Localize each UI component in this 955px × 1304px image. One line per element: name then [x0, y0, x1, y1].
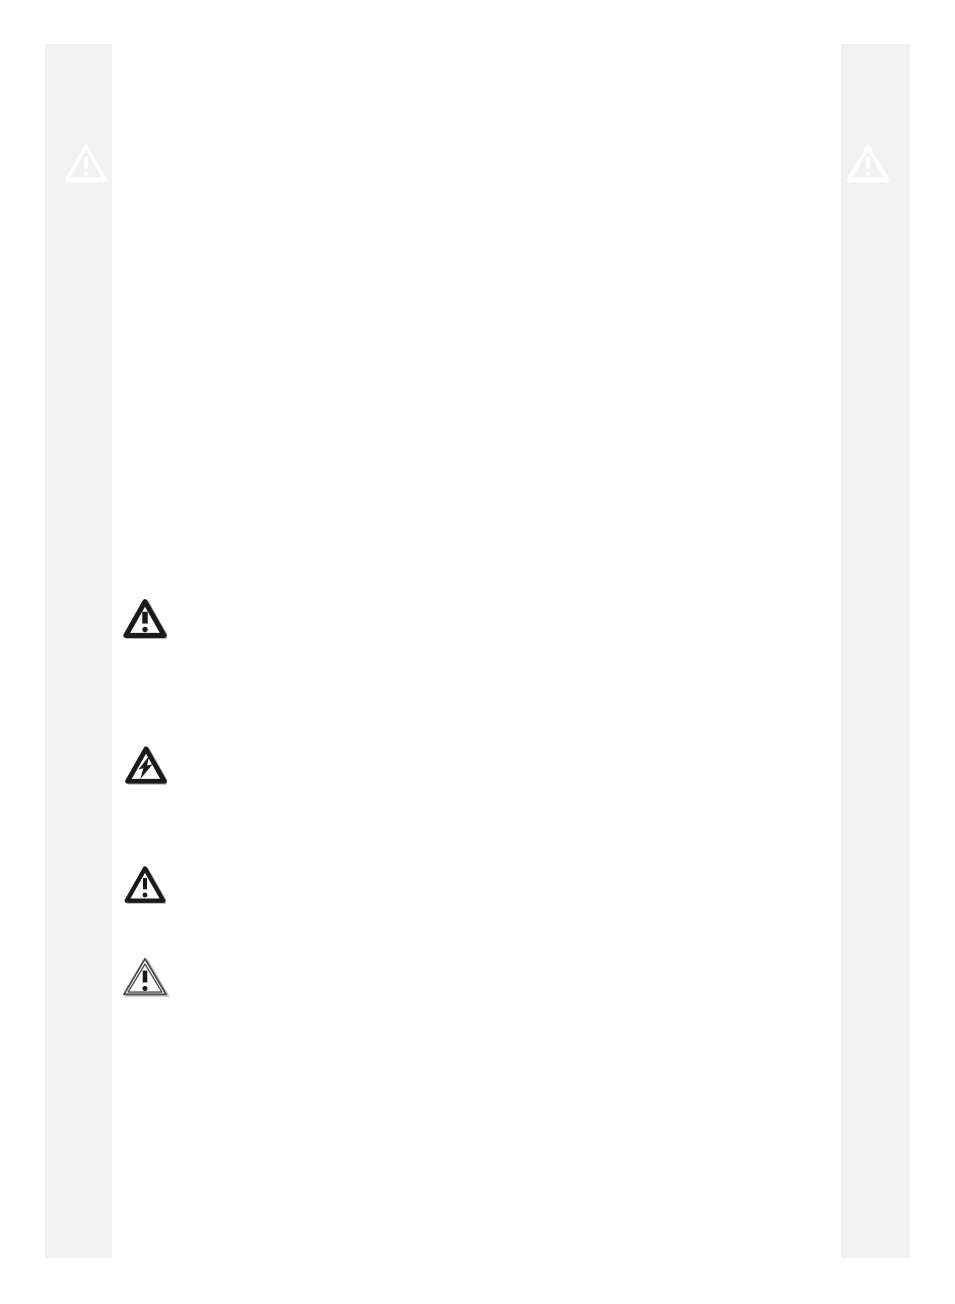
left-margin-strip — [45, 44, 112, 1258]
warning-triangle-white-icon — [64, 142, 108, 184]
high-voltage-lightning-icon — [125, 744, 167, 787]
warning-exclamation-outline-icon — [121, 955, 169, 998]
warning-exclamation-icon — [124, 865, 166, 905]
warning-exclamation-bold-icon — [123, 598, 167, 640]
right-margin-strip — [841, 44, 910, 1258]
warning-triangle-white-icon — [846, 142, 890, 184]
